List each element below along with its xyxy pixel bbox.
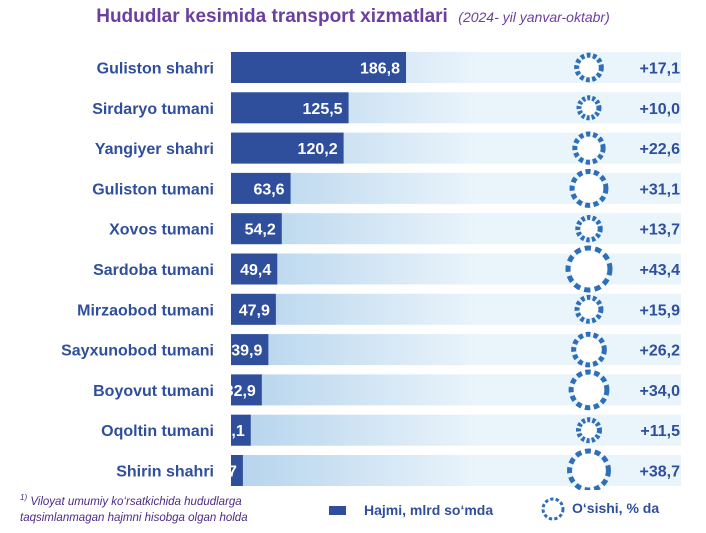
growth-gear-center (580, 300, 598, 319)
bar (231, 253, 278, 285)
category-label: Oqoltin tumani (101, 423, 214, 440)
bar (231, 455, 243, 486)
growth-gear (575, 214, 603, 243)
growth-label: +13,7 (640, 222, 681, 239)
bar-value-label: 39,9 (231, 343, 262, 360)
bar (231, 414, 251, 446)
category-label: Sayxunobod tumani (61, 343, 214, 360)
growth-label: +11,5 (640, 423, 680, 440)
bar-value-label: 54,2 (245, 222, 276, 239)
bar (231, 52, 406, 83)
bar (231, 213, 282, 245)
growth-gear-center (577, 136, 601, 160)
bar-value-label: 21,1 (214, 423, 245, 440)
footnote: 1) Viloyat umumiy ko‘rsatkichida hududla… (20, 490, 320, 526)
category-label: Sardoba tumani (93, 262, 214, 279)
category-label: Shirin shahri (116, 464, 214, 481)
bar-value-label: 63,6 (253, 181, 284, 198)
growth-gear (574, 294, 604, 324)
bar-value-label: 120,2 (298, 141, 338, 158)
category-label: Boyovut tumani (93, 383, 214, 400)
footnote-text: Viloyat umumiy ko‘rsatkichida hududlarga… (20, 495, 248, 524)
growth-label: +10,0 (640, 101, 681, 118)
legend-gear-label: O‘sishi, % da (572, 500, 660, 516)
bar-value-label: 125,5 (303, 101, 343, 118)
bar-value-label: 49,4 (240, 262, 271, 279)
growth-gear (576, 417, 602, 444)
growth-gear-center (572, 454, 606, 487)
bar-value-label: 12,7 (206, 464, 237, 481)
growth-label: +17,1 (640, 61, 681, 78)
growth-gear-center (576, 337, 602, 362)
growth-label: +15,9 (640, 302, 681, 319)
growth-gear (572, 131, 606, 165)
growth-gear-center (575, 174, 603, 203)
growth-gear-center (579, 58, 599, 77)
chart-title: Hududlar kesimida transport xizmatlari (96, 6, 448, 27)
bar-value-label: 47,9 (239, 302, 270, 319)
category-label: Guliston shahri (97, 61, 214, 78)
bar-value-label: 32,9 (225, 383, 256, 400)
bar (231, 374, 262, 406)
growth-label: +38,7 (640, 464, 681, 481)
bar-track (231, 455, 681, 486)
growth-gear-center (580, 220, 598, 237)
category-label: Mirzaobod tumani (77, 302, 214, 319)
bar (231, 293, 276, 325)
gear-icon (541, 497, 565, 521)
growth-gear (567, 448, 611, 490)
growth-label: +43,4 (640, 262, 681, 279)
bar-track (231, 414, 681, 446)
category-label: Guliston tumani (92, 181, 214, 198)
chart-header: Hududlar kesimida transport xizmatlari (… (0, 6, 706, 28)
category-label: Yangiyer shahri (95, 141, 214, 158)
growth-label: +31,1 (640, 181, 681, 198)
footnote-marker: 1) (20, 493, 28, 502)
bar-chart: 186,8 Guliston shahri +17,1 125,5 Sirdaryo t… (61, 52, 681, 490)
growth-label: +22,6 (640, 141, 681, 158)
bar-value-label: 186,8 (360, 61, 400, 78)
growth-gear-center (581, 422, 597, 438)
bar-track (231, 334, 681, 366)
growth-label: +26,2 (640, 343, 681, 360)
bar (231, 132, 344, 164)
growth-gear (568, 369, 610, 411)
chart-subtitle: (2024- yil yanvar-oktabr) (458, 9, 610, 25)
growth-gear (576, 95, 602, 121)
bar-track (231, 213, 681, 245)
legend-bar-label: Hajmi, mlrd so‘mda (364, 502, 494, 518)
bar (231, 92, 349, 124)
growth-gear-center (574, 374, 604, 405)
bar-track (231, 293, 681, 325)
bar (231, 172, 291, 204)
legend-bar-swatch (329, 506, 346, 515)
growth-gear (565, 245, 613, 293)
bar (231, 334, 269, 366)
growth-gear (574, 52, 604, 83)
growth-gear (571, 331, 607, 368)
growth-gear-center (571, 251, 607, 287)
growth-gear (569, 168, 609, 208)
bar-track (231, 374, 681, 406)
category-label: Xovos tumani (109, 222, 214, 239)
growth-label: +34,0 (640, 383, 681, 400)
bar-track (231, 253, 681, 285)
bar-track (231, 172, 681, 204)
growth-gear-center (582, 100, 596, 115)
category-label: Sirdaryo tumani (92, 101, 214, 118)
